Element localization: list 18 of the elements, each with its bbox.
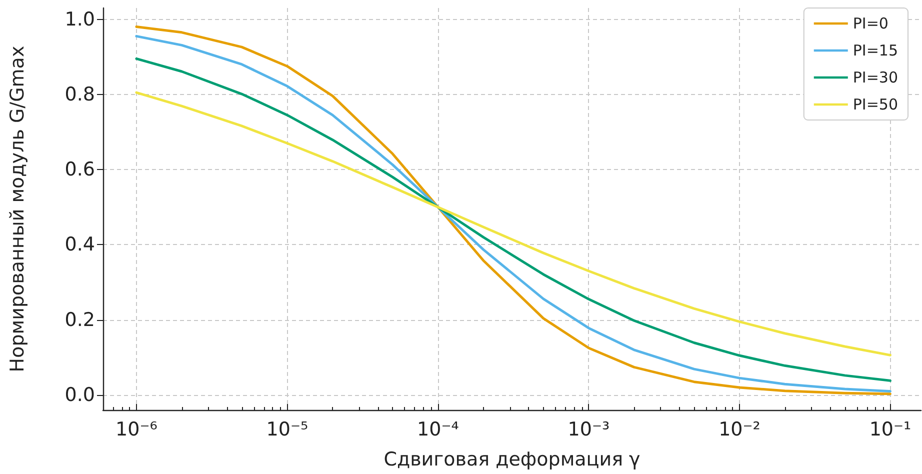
x-tick-label: 10⁻³: [568, 418, 610, 440]
x-tick-label: 10⁻²: [718, 418, 760, 440]
x-axis-title: Сдвиговая деформация γ: [384, 448, 640, 470]
legend-label: PI=30: [852, 68, 898, 86]
legend-label: PI=50: [852, 96, 898, 114]
y-tick-label: 0.8: [64, 83, 95, 106]
legend-label: PI=0: [852, 14, 888, 32]
y-tick-label: 0.6: [64, 158, 95, 181]
y-tick-label: 0.0: [64, 384, 95, 406]
y-tick-label: 1.0: [64, 8, 95, 30]
x-tick-label: 10⁻⁵: [266, 418, 308, 440]
x-tick-label: 10⁻¹: [869, 418, 912, 440]
y-tick-label: 0.2: [64, 308, 95, 331]
y-axis-title: Нормированный модуль G/Gmax: [6, 46, 28, 372]
x-tick-label: 10⁻⁴: [417, 418, 460, 440]
legend-label: PI=15: [852, 42, 898, 60]
y-tick-label: 0.4: [64, 234, 95, 256]
x-tick-label: 10⁻⁶: [116, 418, 158, 440]
